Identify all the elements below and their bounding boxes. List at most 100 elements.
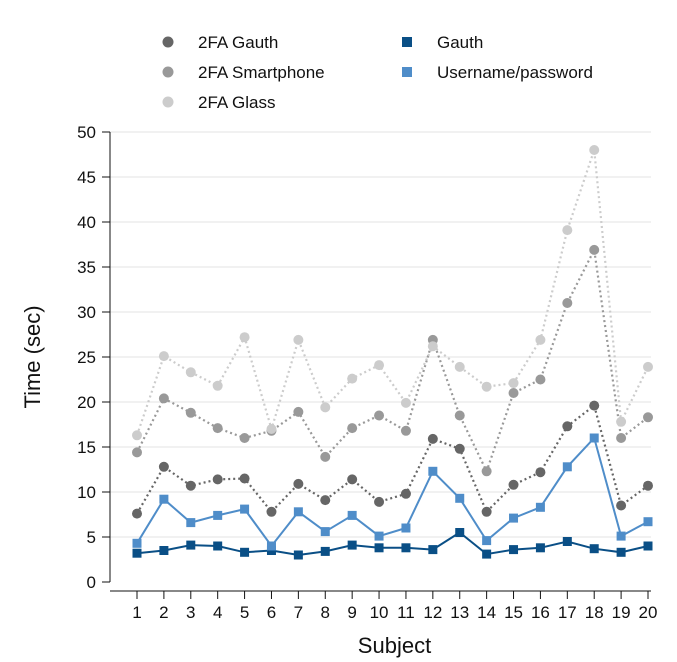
data-point	[616, 416, 627, 427]
legend-label: Username/password	[437, 63, 593, 82]
data-point	[266, 541, 276, 551]
y-tick-label: 20	[77, 393, 96, 412]
data-point	[186, 540, 196, 550]
legend-marker	[162, 36, 174, 48]
data-point	[185, 407, 196, 418]
x-tick-label: 12	[423, 603, 442, 622]
y-tick-label: 30	[77, 303, 96, 322]
data-point	[320, 495, 331, 506]
data-point	[643, 361, 653, 372]
data-point	[455, 528, 465, 537]
series-layer	[132, 145, 653, 560]
data-point	[454, 443, 465, 454]
data-point	[293, 406, 304, 417]
data-point	[320, 546, 330, 556]
data-point	[213, 510, 223, 520]
data-point	[481, 506, 492, 517]
data-point	[266, 506, 277, 517]
data-point	[159, 494, 169, 504]
data-point	[347, 474, 358, 485]
legend-item: 2FA Glass	[162, 93, 275, 112]
x-tick-label: 14	[477, 603, 496, 622]
legend: 2FA Gauth 2FA Smartphone 2FA Glass Gauth Use…	[162, 33, 593, 112]
x-tick-label: 10	[370, 603, 389, 622]
data-point	[454, 361, 465, 372]
data-point	[562, 462, 572, 472]
legend-label: 2FA Glass	[198, 93, 275, 112]
y-tick-label: 25	[77, 348, 96, 367]
data-point	[400, 488, 411, 499]
data-point	[212, 423, 223, 434]
data-point	[212, 380, 223, 391]
data-point	[481, 466, 492, 477]
data-point	[132, 508, 142, 519]
data-point	[239, 332, 250, 343]
data-point	[508, 378, 519, 389]
x-tick-label: 1	[132, 603, 141, 622]
x-tick-label: 8	[321, 603, 330, 622]
data-point	[481, 381, 492, 392]
data-point	[401, 543, 411, 553]
data-point	[185, 367, 196, 378]
x-tick-label: 19	[612, 603, 631, 622]
data-point	[589, 400, 600, 411]
legend-label: Gauth	[437, 33, 483, 52]
data-point	[374, 531, 384, 541]
data-point	[455, 493, 465, 503]
data-point	[643, 480, 653, 491]
data-point	[482, 549, 492, 559]
series-line	[136, 246, 649, 475]
series-line	[135, 149, 649, 436]
y-tick-label: 40	[77, 213, 96, 232]
data-point	[240, 504, 250, 514]
data-point	[509, 545, 519, 555]
data-point	[562, 298, 573, 308]
data-point	[508, 388, 519, 398]
data-point	[535, 502, 545, 512]
data-point	[266, 424, 277, 434]
data-point	[400, 397, 411, 408]
data-point	[158, 351, 169, 362]
data-point	[643, 541, 653, 551]
data-point	[239, 473, 250, 484]
data-point	[132, 447, 142, 458]
data-point	[400, 425, 411, 436]
data-point	[643, 412, 653, 423]
data-point	[562, 421, 573, 432]
legend-item: Username/password	[402, 63, 593, 82]
data-point	[616, 547, 626, 557]
data-point	[320, 451, 331, 462]
data-point	[293, 334, 304, 345]
gridlines	[110, 131, 651, 538]
legend-label: 2FA Smartphone	[198, 63, 325, 82]
x-axis-title: Subject	[358, 633, 431, 658]
y-tick-label: 15	[77, 438, 96, 457]
data-point	[589, 544, 599, 554]
legend-marker	[162, 66, 174, 78]
data-point	[427, 341, 438, 352]
legend-marker	[162, 96, 174, 108]
data-point	[535, 543, 545, 553]
legend-item: Gauth	[402, 33, 483, 52]
data-point	[643, 517, 653, 527]
data-point	[293, 550, 303, 560]
x-tick-label: 17	[558, 603, 577, 622]
data-point	[616, 500, 627, 511]
x-tick-label: 3	[186, 603, 195, 622]
data-point	[293, 507, 303, 517]
y-axis: 0 5 10 15 20 25 30 35 40 45 50	[77, 123, 111, 592]
data-point	[212, 474, 223, 485]
data-point	[240, 547, 250, 557]
data-point	[427, 433, 438, 444]
data-point	[616, 433, 627, 443]
y-tick-label: 5	[87, 528, 96, 547]
data-point	[374, 410, 385, 421]
data-point	[347, 540, 357, 550]
data-point	[185, 480, 196, 491]
data-point	[347, 510, 357, 520]
data-point	[428, 545, 438, 555]
legend-label: 2FA Gauth	[198, 33, 278, 52]
data-point	[374, 360, 385, 371]
data-point	[374, 543, 384, 553]
